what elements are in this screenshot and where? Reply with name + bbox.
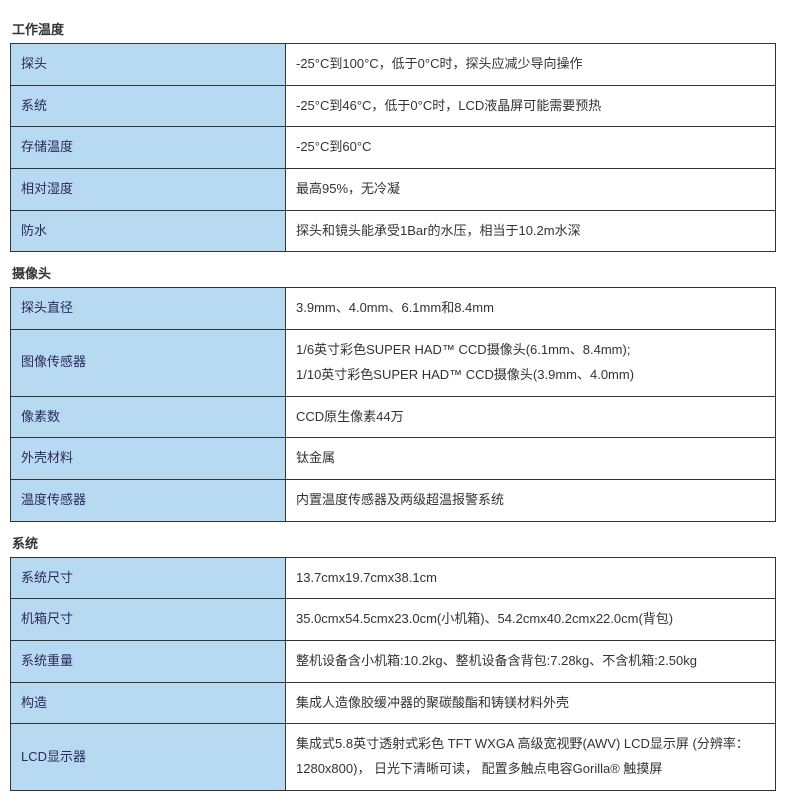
section-title: 工作温度 (10, 14, 776, 43)
spec-value: 35.0cmx54.5cmx23.0cm(小机箱)、54.2cmx40.2cmx… (286, 599, 776, 641)
section-title: 系统 (10, 528, 776, 557)
spec-label: 图像传感器 (11, 330, 286, 396)
table-row: LCD显示器集成式5.8英寸透射式彩色 TFT WXGA 高级宽视野(AWV) … (11, 724, 776, 790)
table-row: 外壳材料钛金属 (11, 438, 776, 480)
table-row: 存储温度-25°C到60°C (11, 127, 776, 169)
table-row: 构造集成人造像胶缓冲器的聚碳酸酯和铸镁材料外壳 (11, 682, 776, 724)
spec-label: 构造 (11, 682, 286, 724)
spec-value: -25°C到46°C，低于0°C时，LCD液晶屏可能需要预热 (286, 85, 776, 127)
table-row: 图像传感器1/6英寸彩色SUPER HAD™ CCD摄像头(6.1mm、8.4m… (11, 330, 776, 396)
table-row: 系统-25°C到46°C，低于0°C时，LCD液晶屏可能需要预热 (11, 85, 776, 127)
spec-table: 系统尺寸13.7cmx19.7cmx38.1cm机箱尺寸35.0cmx54.5c… (10, 557, 776, 791)
spec-label: 防水 (11, 210, 286, 252)
spec-value: -25°C到100°C，低于0°C时，探头应减少导向操作 (286, 44, 776, 86)
spec-label: 系统 (11, 85, 286, 127)
spec-value: -25°C到60°C (286, 127, 776, 169)
spec-value: 内置温度传感器及两级超温报警系统 (286, 479, 776, 521)
spec-label: 存储温度 (11, 127, 286, 169)
spec-value: 13.7cmx19.7cmx38.1cm (286, 557, 776, 599)
table-row: 系统重量整机设备含小机箱:10.2kg、整机设备含背包:7.28kg、不含机箱:… (11, 640, 776, 682)
spec-label: LCD显示器 (11, 724, 286, 790)
spec-value: 钛金属 (286, 438, 776, 480)
spec-label: 机箱尺寸 (11, 599, 286, 641)
spec-value: CCD原生像素44万 (286, 396, 776, 438)
table-row: 像素数CCD原生像素44万 (11, 396, 776, 438)
spec-label: 探头 (11, 44, 286, 86)
table-row: 相对湿度最高95%，无冷凝 (11, 169, 776, 211)
spec-value: 3.9mm、4.0mm、6.1mm和8.4mm (286, 288, 776, 330)
spec-value: 1/6英寸彩色SUPER HAD™ CCD摄像头(6.1mm、8.4mm);1/… (286, 330, 776, 396)
spec-value: 集成式5.8英寸透射式彩色 TFT WXGA 高级宽视野(AWV) LCD显示屏… (286, 724, 776, 790)
spec-value: 最高95%，无冷凝 (286, 169, 776, 211)
spec-label: 像素数 (11, 396, 286, 438)
spec-label: 外壳材料 (11, 438, 286, 480)
spec-label: 探头直径 (11, 288, 286, 330)
spec-table: 探头-25°C到100°C，低于0°C时，探头应减少导向操作系统-25°C到46… (10, 43, 776, 252)
table-row: 防水探头和镜头能承受1Bar的水压，相当于10.2m水深 (11, 210, 776, 252)
spec-label: 系统尺寸 (11, 557, 286, 599)
spec-label: 相对湿度 (11, 169, 286, 211)
table-row: 探头-25°C到100°C，低于0°C时，探头应减少导向操作 (11, 44, 776, 86)
spec-value: 集成人造像胶缓冲器的聚碳酸酯和铸镁材料外壳 (286, 682, 776, 724)
spec-value: 探头和镜头能承受1Bar的水压，相当于10.2m水深 (286, 210, 776, 252)
spec-label: 系统重量 (11, 640, 286, 682)
spec-value: 整机设备含小机箱:10.2kg、整机设备含背包:7.28kg、不含机箱:2.50… (286, 640, 776, 682)
table-row: 温度传感器内置温度传感器及两级超温报警系统 (11, 479, 776, 521)
table-row: 机箱尺寸35.0cmx54.5cmx23.0cm(小机箱)、54.2cmx40.… (11, 599, 776, 641)
spec-table: 探头直径3.9mm、4.0mm、6.1mm和8.4mm图像传感器1/6英寸彩色S… (10, 287, 776, 521)
spec-label: 温度传感器 (11, 479, 286, 521)
table-row: 系统尺寸13.7cmx19.7cmx38.1cm (11, 557, 776, 599)
section-title: 摄像头 (10, 258, 776, 287)
table-row: 探头直径3.9mm、4.0mm、6.1mm和8.4mm (11, 288, 776, 330)
